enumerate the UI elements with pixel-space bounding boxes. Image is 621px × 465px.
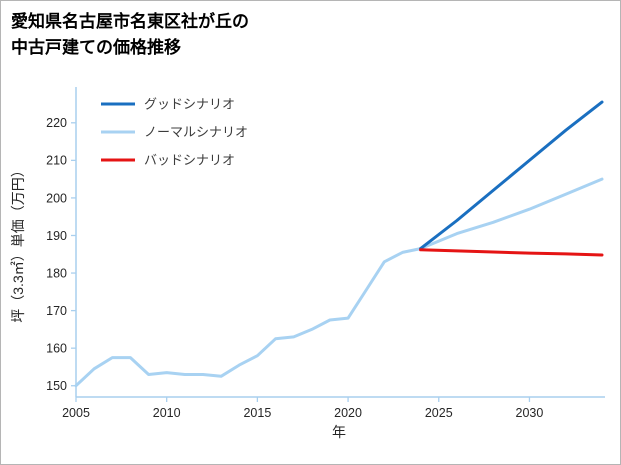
y-tick-label: 190 (46, 229, 67, 243)
y-tick-label: 160 (46, 342, 67, 356)
y-tick-label: 210 (46, 154, 67, 168)
y-axis-title: 坪（3.3㎡）単価（万円） (10, 163, 26, 322)
y-tick-label: 180 (46, 266, 67, 280)
x-tick-label: 2020 (334, 406, 362, 420)
x-tick-label: 2015 (243, 406, 271, 420)
x-tick-label: 2010 (153, 406, 181, 420)
x-tick-label: 2030 (516, 406, 544, 420)
y-tick-label: 200 (46, 191, 67, 205)
x-axis-title: 年 (332, 424, 346, 440)
legend-label-bad: バッドシナリオ (144, 153, 235, 168)
chart-title: 愛知県名古屋市名東区社が丘の 中古戸建ての価格推移 (11, 9, 249, 60)
series-line-bad (419, 248, 604, 257)
legend-label-good: グッドシナリオ (144, 97, 235, 112)
y-tick-label: 220 (46, 116, 67, 130)
chart-title-line1: 愛知県名古屋市名東区社が丘の (11, 12, 249, 31)
legend-label-normal: ノーマルシナリオ (144, 125, 248, 140)
series-line-normal (74, 177, 604, 388)
x-tick-label: 2005 (62, 406, 90, 420)
series-line-good (419, 100, 604, 251)
y-tick-label: 150 (46, 379, 67, 393)
x-tick-label: 2025 (425, 406, 453, 420)
chart-title-line2: 中古戸建ての価格推移 (11, 37, 181, 57)
y-tick-label: 170 (46, 304, 67, 318)
